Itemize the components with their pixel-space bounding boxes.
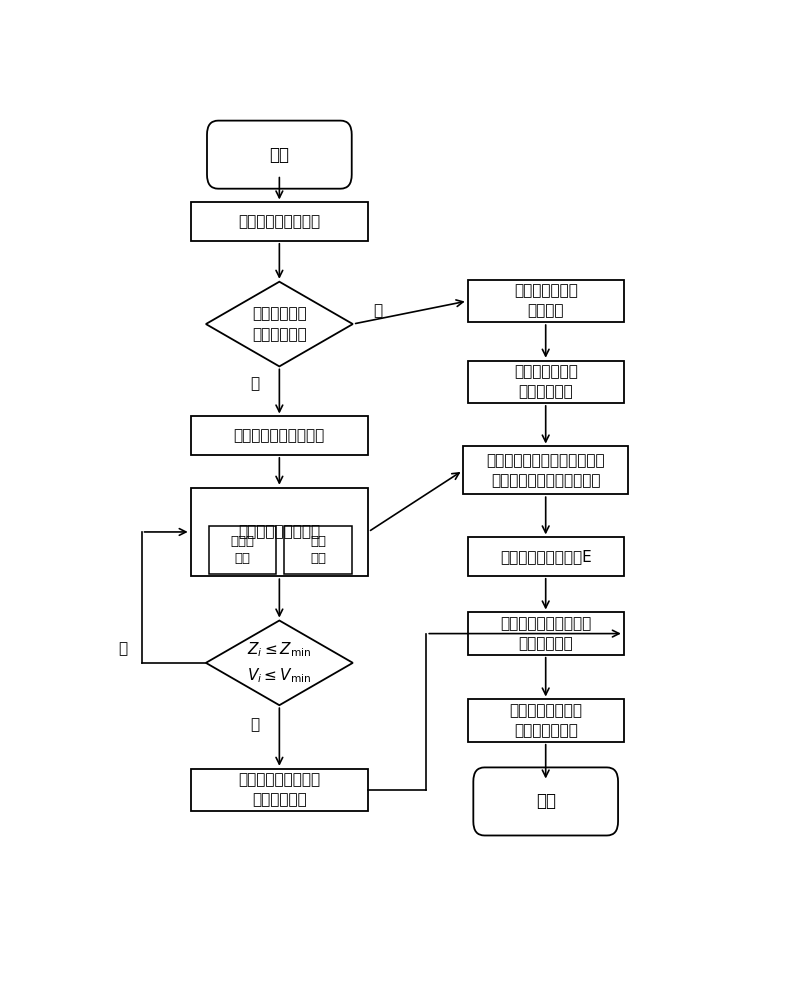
Text: 否: 否 — [118, 641, 128, 656]
Bar — [190, 202, 368, 241]
Bar — [468, 699, 624, 742]
FancyBboxPatch shape — [473, 767, 618, 835]
FancyBboxPatch shape — [207, 121, 352, 189]
Text: 计算网络连通度
及附着连接度: 计算网络连通度 及附着连接度 — [514, 364, 577, 399]
Text: 删除非连通网络
连接方式: 删除非连通网络 连接方式 — [514, 284, 577, 318]
Bar — [468, 612, 624, 655]
Bar — [468, 280, 624, 322]
Text: 是: 是 — [250, 717, 259, 732]
Bar — [463, 446, 628, 494]
Bar — [468, 537, 624, 576]
Text: 多节点耦合运动模型: 多节点耦合运动模型 — [239, 524, 321, 539]
Text: 输出附着稳定时间及
最大附着误差: 输出附着稳定时间及 最大附着误差 — [239, 772, 321, 807]
Bar — [190, 488, 368, 576]
Text: 结束: 结束 — [536, 792, 555, 810]
Bar — [468, 361, 624, 403]
Text: 是: 是 — [250, 376, 259, 391]
Text: 数值
积分: 数值 积分 — [310, 535, 326, 565]
Text: 计算不同类别下的平均附着稳
定时间及平均最大附着误差: 计算不同类别下的平均附着稳 定时间及平均最大附着误差 — [487, 453, 605, 488]
Text: 节点初始位置速度参数: 节点初始位置速度参数 — [234, 428, 325, 443]
Text: 否: 否 — [373, 303, 382, 318]
Text: 开始: 开始 — [269, 146, 289, 164]
Bar — [190, 416, 368, 455]
Text: 遍历节点判断
网络是否连通: 遍历节点判断 网络是否连通 — [252, 306, 307, 342]
Bar — [284, 526, 352, 574]
Text: 计算构型评价函数值E: 计算构型评价函数值E — [500, 549, 592, 564]
Text: 输入多节点网络构型: 输入多节点网络构型 — [239, 214, 321, 229]
Text: 弱引力
碰撞: 弱引力 碰撞 — [231, 535, 254, 565]
Text: 输出最小函数值对应的
网络连接方式: 输出最小函数值对应的 网络连接方式 — [500, 616, 592, 651]
Polygon shape — [206, 282, 353, 366]
Bar — [190, 769, 368, 811]
Text: 实现小天体探测器
多节点柔性连接: 实现小天体探测器 多节点柔性连接 — [510, 703, 582, 738]
Bar — [209, 526, 276, 574]
Text: $Z_i \leq Z_{\rm min}$
$V_i \leq V_{\rm min}$: $Z_i \leq Z_{\rm min}$ $V_i \leq V_{\rm … — [247, 641, 312, 685]
Polygon shape — [206, 620, 353, 705]
